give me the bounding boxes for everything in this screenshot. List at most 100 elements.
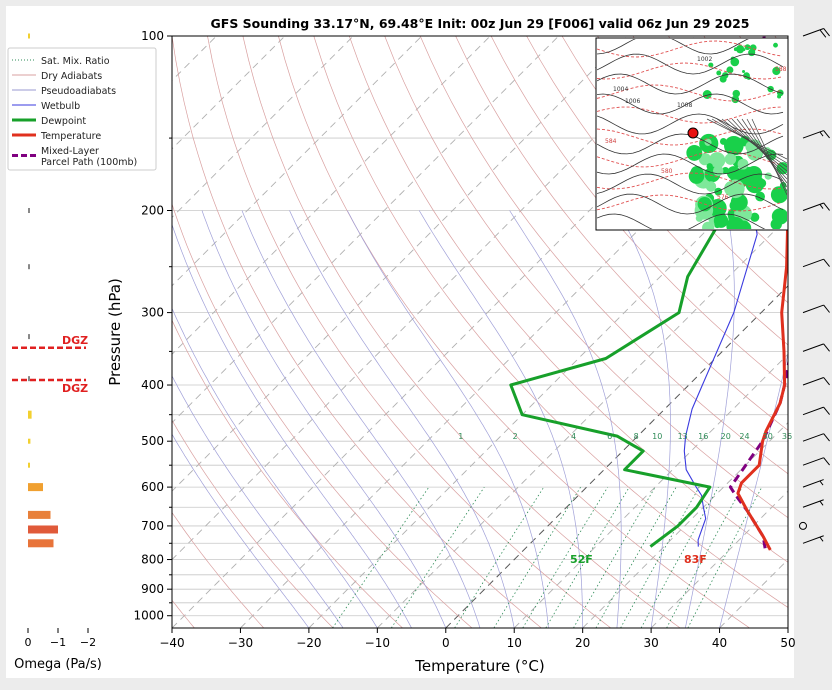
dgz-label: DGZ	[62, 334, 88, 347]
legend-entry-label: Temperature	[40, 131, 101, 142]
barb-flag	[824, 434, 830, 441]
wind-barb	[803, 434, 830, 442]
wind-barb	[803, 407, 830, 415]
omega-bar	[28, 511, 51, 519]
precip-blob	[720, 138, 727, 145]
legend-entry-label: Wetbulb	[41, 101, 80, 112]
precip-blob	[742, 48, 745, 51]
precip-blob	[724, 136, 744, 156]
precip-blob	[748, 49, 755, 56]
x-tick-label: 40	[712, 636, 727, 650]
y-tick-label: 700	[141, 519, 164, 533]
mixing-ratio-label: 8	[634, 432, 639, 441]
omega-bar	[28, 34, 30, 39]
precip-blob	[704, 139, 711, 146]
precip-blob	[725, 153, 736, 164]
wind-barb	[803, 28, 830, 37]
barb-shaft	[803, 28, 824, 36]
omega-bar	[28, 376, 30, 381]
barb-flag	[820, 30, 826, 37]
legend-entry-label: Mixed-Layer	[41, 146, 99, 157]
omega-bar	[28, 463, 30, 468]
legend-entry-label: Parcel Path (100mb)	[41, 157, 137, 168]
omega-bar	[28, 334, 30, 339]
y-tick-label: 1000	[133, 609, 164, 623]
precip-blob	[765, 172, 772, 179]
omega-bar	[28, 539, 54, 547]
mixing-ratio-label: 13	[678, 432, 688, 441]
barb-shaft	[803, 305, 824, 313]
barb-flag	[824, 344, 830, 351]
wind-barb	[803, 344, 830, 352]
inset-contour-label: 588	[775, 66, 787, 73]
inset-contour-label: 1008	[677, 102, 692, 109]
x-tick-label: 10	[507, 636, 522, 650]
barb-half-flag	[820, 481, 823, 485]
wind-barbs	[800, 28, 830, 543]
inset-contour-label: 584	[605, 138, 617, 145]
barb-flag	[824, 377, 830, 384]
y-axis-label: Pressure (hPa)	[106, 278, 124, 386]
wind-barb	[803, 500, 824, 508]
wind-barb	[800, 522, 807, 529]
barb-shaft	[803, 131, 824, 139]
precip-blob	[720, 76, 727, 83]
y-tick-label: 300	[141, 306, 164, 320]
y-tick-label: 800	[141, 553, 164, 567]
omega-bar	[28, 525, 58, 533]
inset-contour-label: 1006	[625, 98, 640, 105]
precip-blob	[696, 215, 703, 222]
mixing-ratio-label: 36	[782, 432, 792, 441]
y-tick-label: 600	[141, 480, 164, 494]
inset-contour-label: 576	[717, 194, 729, 201]
mixing-ratio-label: 10	[652, 432, 662, 441]
barb-shaft	[803, 480, 824, 488]
mixing-ratio-label: 4	[571, 432, 576, 441]
calm-circle	[800, 522, 807, 529]
mixing-ratio-label: 6	[607, 432, 612, 441]
x-tick-label: 30	[643, 636, 658, 650]
wind-barb	[803, 131, 830, 139]
wind-barb	[803, 377, 830, 385]
legend-entry-label: Dry Adiabats	[41, 71, 102, 82]
barb-shaft	[803, 344, 824, 352]
mixing-ratio-label: 2	[513, 432, 518, 441]
barb-flag	[824, 407, 830, 414]
barb-shaft	[803, 259, 824, 267]
precip-blob	[713, 165, 723, 175]
surface-temp-label: 83F	[684, 553, 707, 566]
precip-blob	[706, 163, 712, 169]
inset-contour-label: 580	[661, 168, 673, 175]
barb-half-flag	[820, 501, 823, 505]
omega-bar	[28, 208, 30, 213]
barb-shaft	[803, 377, 824, 385]
barb-shaft	[803, 536, 824, 544]
x-axis-label: Temperature (°C)	[414, 657, 544, 675]
x-tick-label: 20	[575, 636, 590, 650]
mixing-ratio-label: 1	[458, 432, 463, 441]
omega-tick-label: −1	[50, 636, 66, 649]
wind-barb	[803, 259, 830, 267]
omega-bar	[28, 483, 43, 491]
omega-tick-label: 0	[25, 636, 32, 649]
y-tick-label: 900	[141, 582, 164, 596]
precip-blob	[771, 219, 782, 230]
wind-barb	[803, 305, 830, 313]
y-tick-label: 500	[141, 434, 164, 448]
x-tick-label: −20	[296, 636, 321, 650]
barb-flag	[824, 131, 830, 138]
surface-dewpoint-label: 52F	[570, 553, 593, 566]
barb-flag	[824, 259, 830, 266]
precip-blob	[773, 43, 778, 48]
chart-title: GFS Sounding 33.17°N, 69.48°E Init: 00z …	[211, 16, 750, 31]
legend-entry-label: Pseudoadiabats	[41, 86, 116, 97]
barb-flag	[824, 458, 830, 465]
location-marker	[688, 128, 698, 138]
y-tick-label: 400	[141, 378, 164, 392]
mixing-ratio-label: 20	[721, 432, 731, 441]
y-tick-label: 100	[141, 29, 164, 43]
x-tick-label: −40	[159, 636, 184, 650]
x-tick-label: 0	[442, 636, 450, 650]
